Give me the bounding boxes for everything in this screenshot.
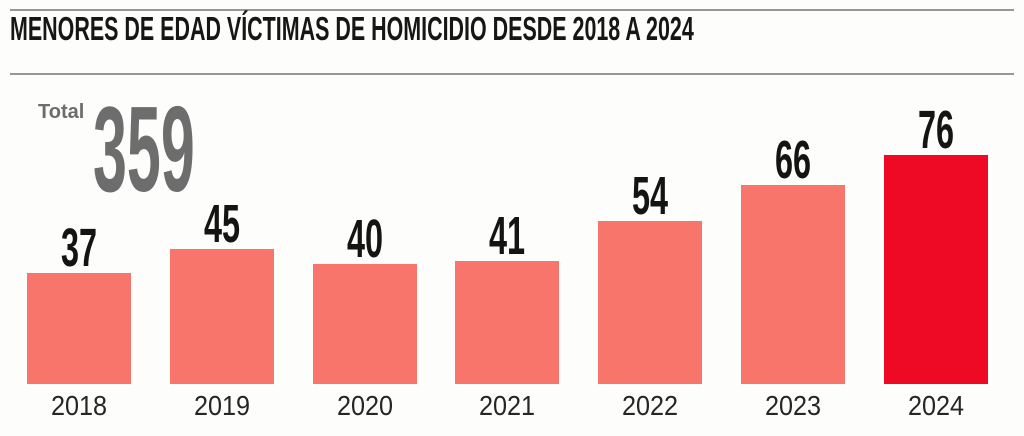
x-axis-label-2022: 2022 (621, 390, 679, 421)
bar-value-label-2018: 37 (60, 218, 98, 278)
x-axis-label-2019: 2019 (193, 390, 251, 421)
bar-2021 (455, 261, 559, 384)
bar-value-label-2022: 54 (631, 166, 669, 226)
bar-2023 (741, 185, 845, 384)
x-axis-label-2021: 2021 (478, 390, 536, 421)
bar-2020 (313, 264, 417, 384)
top-divider (10, 9, 1014, 11)
title-underline (10, 73, 1014, 75)
bar-value-label-2020: 40 (346, 209, 384, 269)
x-axis-label-2023: 2023 (764, 390, 822, 421)
bar-value-label-2019: 45 (203, 194, 241, 254)
bar-2018 (27, 273, 131, 384)
x-axis-label-2018: 2018 (50, 390, 108, 421)
x-axis-label-2024: 2024 (907, 390, 965, 421)
x-axis-label-2020: 2020 (336, 390, 394, 421)
chart-title: MENORES DE EDAD VÍCTIMAS DE HOMICIDIO DE… (10, 10, 694, 47)
bar-2022 (598, 221, 702, 384)
bar-value-label-2021: 41 (488, 206, 526, 266)
bar-value-label-2024: 76 (917, 100, 955, 160)
total-value: 359 (93, 81, 195, 217)
bar-value-label-2023: 66 (774, 130, 812, 190)
bar-2024 (884, 155, 988, 384)
bar-2019 (170, 249, 274, 384)
total-label: Total (38, 101, 85, 123)
